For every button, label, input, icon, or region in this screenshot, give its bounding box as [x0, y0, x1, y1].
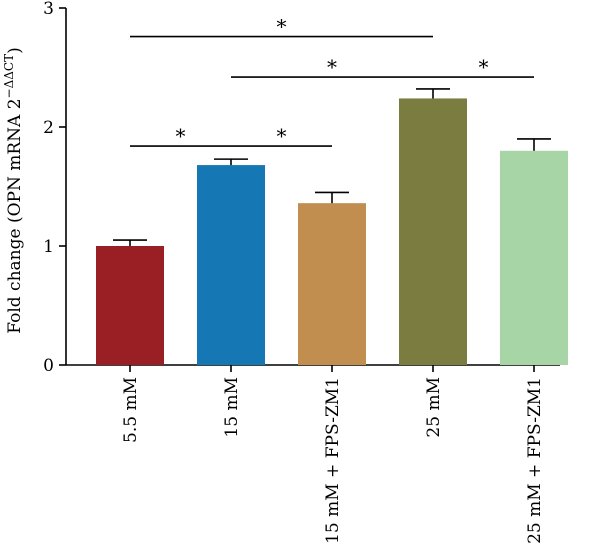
y-axis-label-superscript: −ΔΔCT	[2, 54, 16, 99]
x-category-label: 25 mM	[424, 377, 444, 438]
bar	[197, 165, 265, 365]
bar	[500, 150, 568, 365]
y-tick-label: 2	[43, 118, 54, 138]
bar	[399, 98, 467, 365]
y-tick-label: 0	[43, 356, 54, 376]
significance-star: *	[176, 124, 186, 148]
significance-star: *	[479, 55, 489, 79]
x-category-label: 15 mM + FPS-ZM1	[323, 377, 343, 544]
bars-layer	[96, 88, 568, 365]
bar	[96, 246, 164, 365]
bar	[298, 203, 366, 365]
x-category-label: 25 mM + FPS-ZM1	[525, 377, 545, 544]
x-category-label: 5.5 mM	[121, 377, 141, 443]
significance-star: *	[277, 15, 287, 39]
y-axis-label-main: Fold change (OPN mRNA 2	[5, 98, 25, 333]
y-axis-label-close: )	[5, 47, 25, 54]
significance-star: *	[327, 55, 337, 79]
y-axis-label: Fold change (OPN mRNA 2−ΔΔCT)	[2, 47, 25, 334]
labels-layer: 5.5 mM 15 mM 15 mM + FPS-ZM1 25 mM 25 mM + F…	[2, 47, 545, 544]
significance-layer: * * * * *	[130, 15, 534, 148]
y-tick-label: 1	[43, 237, 54, 257]
significance-star: *	[277, 124, 287, 148]
y-tick-label: 3	[43, 0, 54, 19]
x-category-label: 15 mM	[222, 377, 242, 438]
